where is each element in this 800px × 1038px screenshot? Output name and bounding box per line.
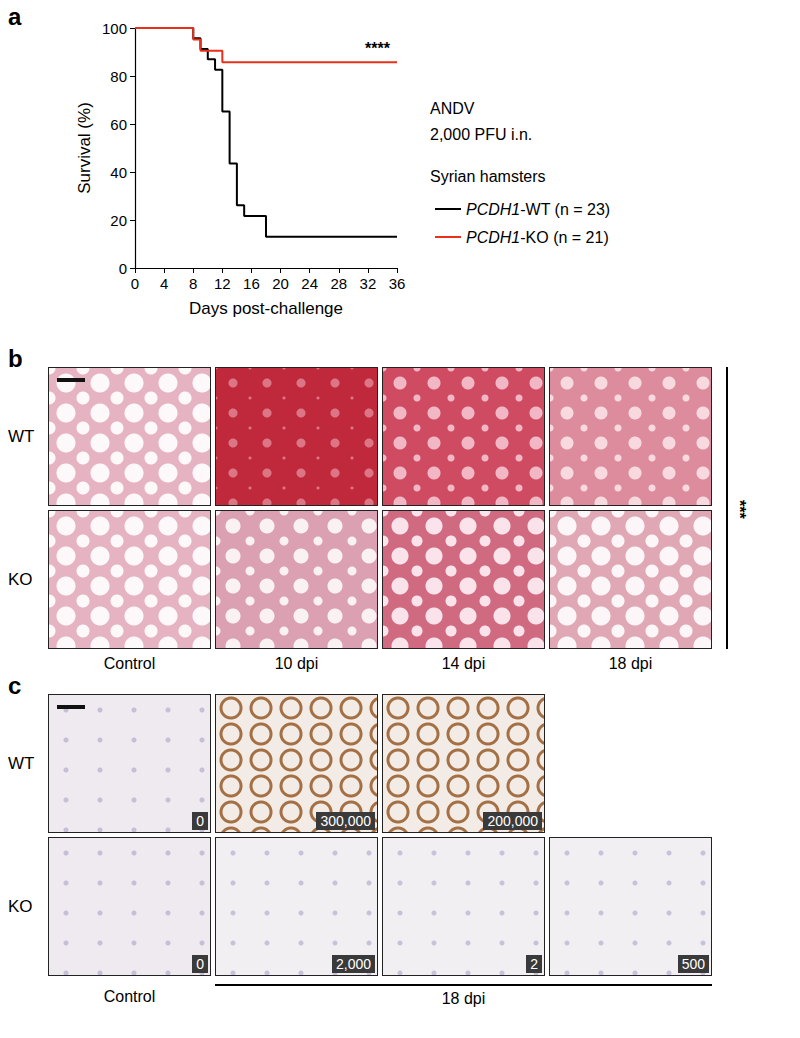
html-text:300,000: 300,000: [320, 813, 371, 829]
svg-text:80: 80: [110, 68, 127, 85]
svg-text:100: 100: [102, 20, 127, 37]
html-text:2: 2: [530, 956, 538, 972]
html-text:0: 0: [196, 813, 204, 829]
svg-text:60: 60: [110, 116, 127, 133]
html-text:200,000: 200,000: [487, 813, 538, 829]
svg-text:8: 8: [189, 275, 197, 292]
html-text:18 dpi: 18 dpi: [441, 990, 486, 1007]
html-text:10 dpi: 10 dpi: [274, 655, 319, 672]
html-text:WT: WT: [8, 426, 35, 446]
svg-text:-KO (n = 21): -KO (n = 21): [520, 229, 608, 246]
html-text:2,000: 2,000: [336, 956, 371, 972]
html-text:500: 500: [681, 956, 705, 972]
svg-text:32: 32: [360, 275, 377, 292]
html-text:18 dpi: 18 dpi: [608, 655, 653, 672]
svg-text:24: 24: [301, 275, 318, 292]
svg-text:PCDH1: PCDH1: [466, 201, 520, 218]
html-text:14 dpi: 14 dpi: [441, 655, 486, 672]
svg-text:12: 12: [214, 275, 231, 292]
svg-text:-WT (n = 23): -WT (n = 23): [520, 201, 610, 218]
svg-text:36: 36: [389, 275, 406, 292]
svg-text:0: 0: [131, 275, 139, 292]
html-text:Control: Control: [103, 655, 156, 672]
html-text:WT: WT: [8, 753, 35, 773]
svg-text:28: 28: [330, 275, 347, 292]
svg-text:****: ****: [365, 40, 391, 57]
svg-text:16: 16: [243, 275, 260, 292]
svg-text:PCDH1: PCDH1: [466, 229, 520, 246]
svg-text:ANDV: ANDV: [430, 100, 475, 117]
svg-text:a: a: [8, 3, 22, 30]
html-text:0: 0: [196, 956, 204, 972]
svg-text:20: 20: [272, 275, 289, 292]
svg-text:4: 4: [160, 275, 168, 292]
svg-text:Days post-challenge: Days post-challenge: [189, 299, 343, 318]
svg-text:20: 20: [110, 212, 127, 229]
html-text:KO: KO: [8, 569, 33, 589]
html-text:Control: Control: [103, 988, 156, 1005]
html-text:b: b: [8, 345, 23, 372]
svg-text:0: 0: [119, 260, 127, 277]
html-text:KO: KO: [8, 896, 33, 916]
svg-text:40: 40: [110, 164, 127, 181]
svg-text:Survival (%): Survival (%): [75, 102, 94, 194]
svg-text:2,000 PFU i.n.: 2,000 PFU i.n.: [430, 126, 532, 143]
svg-text:Syrian hamsters: Syrian hamsters: [430, 168, 546, 185]
html-text:c: c: [8, 672, 22, 699]
